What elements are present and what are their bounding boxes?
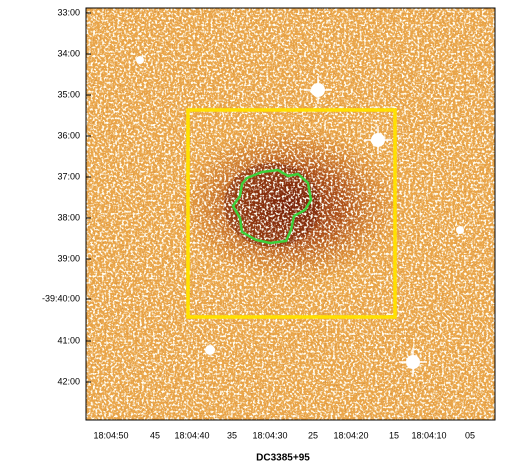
y-tick-label: 42:00 <box>57 376 80 386</box>
stars <box>136 56 464 376</box>
x-tick-label: 25 <box>308 430 318 440</box>
x-tick-label: 18:04:10 <box>411 430 446 440</box>
y-tick-label: 34:00 <box>57 48 80 58</box>
selection-box <box>186 108 397 319</box>
x-tick-label: 18:04:20 <box>333 430 368 440</box>
x-tick-label: 18:04:50 <box>93 430 128 440</box>
x-axis-title: DC3385+95 <box>256 453 310 464</box>
y-tick-label: 38:00 <box>57 212 80 222</box>
y-tick-label: 35:00 <box>57 89 80 99</box>
contour <box>231 168 313 245</box>
y-tick-label: 36:00 <box>57 130 80 140</box>
sky-image <box>86 8 495 420</box>
y-tick-label: 41:00 <box>57 335 80 345</box>
y-tick-label: -39:40:00 <box>42 293 80 303</box>
frame <box>85 7 496 421</box>
x-tick-label: 05 <box>465 430 475 440</box>
y-tick-label: 33:00 <box>57 7 80 17</box>
x-tick-label: 35 <box>227 430 237 440</box>
x-tick-label: 45 <box>150 430 160 440</box>
x-tick-label: 18:04:30 <box>252 430 287 440</box>
axes: 33:00 34:00 35:00 36:00 37:00 38:00 39:00 -39:4… <box>42 7 475 440</box>
y-tick-label: 37:00 <box>57 171 80 181</box>
y-tick-label: 39:00 <box>57 253 80 263</box>
x-tick-label: 18:04:40 <box>174 430 209 440</box>
x-tick-label: 15 <box>389 430 399 440</box>
